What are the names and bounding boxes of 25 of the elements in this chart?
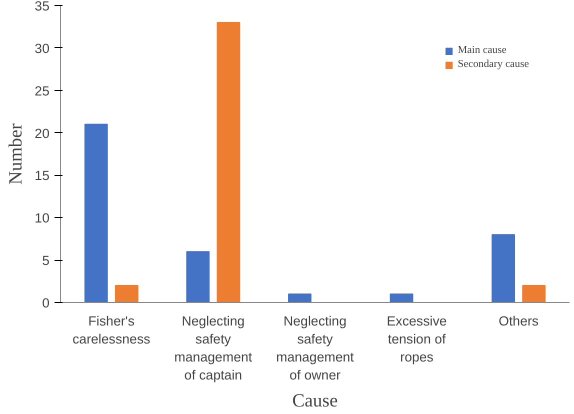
x-axis-title: Cause bbox=[292, 390, 338, 412]
bar bbox=[390, 294, 414, 302]
y-tick-label: 15 bbox=[34, 168, 50, 184]
y-tick-label: 35 bbox=[34, 0, 50, 14]
legend-label: Main cause bbox=[458, 45, 507, 56]
y-tick-label: 30 bbox=[34, 40, 50, 56]
y-tick-label: 5 bbox=[42, 253, 50, 268]
x-tick-label: Neglecting safety management of captain bbox=[174, 314, 252, 382]
bar bbox=[186, 251, 210, 302]
bar bbox=[114, 285, 138, 302]
y-tick-label: 10 bbox=[34, 210, 50, 226]
bar bbox=[522, 285, 546, 302]
x-tick-label: Neglecting safety management of owner bbox=[276, 314, 354, 382]
x-tick-label: Fisher's carelessness bbox=[72, 314, 151, 346]
x-tick-label: Excessive tension of ropes bbox=[386, 314, 447, 364]
y-tick-label: 0 bbox=[42, 296, 50, 310]
y-tick-label: 20 bbox=[34, 126, 50, 141]
y-tick-label: 25 bbox=[34, 83, 50, 98]
bar bbox=[288, 294, 312, 302]
bar bbox=[84, 124, 108, 302]
bar bbox=[216, 22, 240, 302]
y-axis-title: Number bbox=[6, 122, 27, 185]
bar bbox=[492, 234, 516, 302]
legend-label: Secondary cause bbox=[458, 59, 529, 70]
x-tick-label: Others bbox=[498, 314, 539, 328]
